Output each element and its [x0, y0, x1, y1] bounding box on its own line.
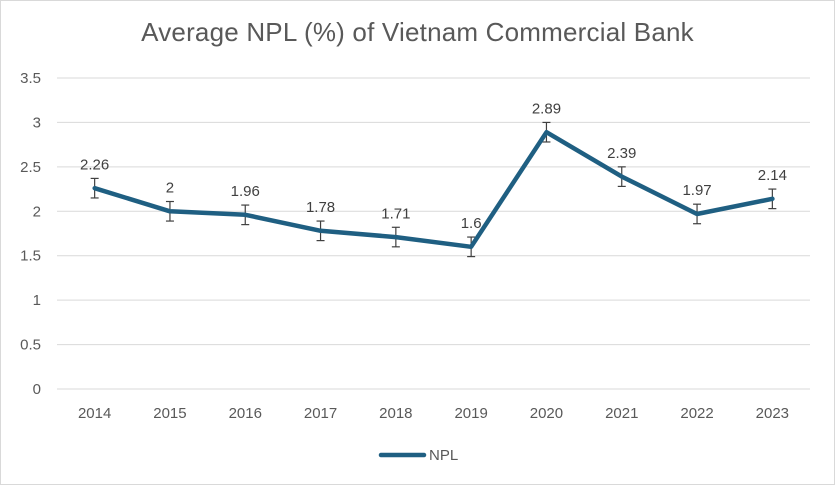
- x-tick-label-2021: 2021: [605, 405, 638, 422]
- y-tick-label-6: 3: [33, 114, 41, 131]
- series-line-npl: [92, 129, 775, 250]
- data-label-2018: 1.71: [381, 205, 410, 222]
- data-labels: 2.26 2 1.96 1.78 1.71 1.6 2.89 2.39 1.97 2.14: [80, 100, 787, 232]
- y-tick-label-4: 2: [33, 203, 41, 220]
- error-bars: [90, 121, 777, 258]
- gridlines: [57, 77, 810, 390]
- x-tick-label-2017: 2017: [304, 405, 337, 422]
- data-label-2015: 2: [166, 180, 174, 197]
- y-axis-ticks: 0 0.5 1 1.5 2 2.5 3 3.5: [20, 70, 41, 398]
- x-tick-label-2014: 2014: [78, 405, 111, 422]
- data-label-2017: 1.78: [306, 199, 335, 216]
- y-tick-label-7: 3.5: [20, 70, 41, 87]
- y-tick-label-0: 0: [33, 381, 41, 398]
- data-label-2021: 2.39: [607, 145, 636, 162]
- data-label-2016: 1.96: [231, 183, 260, 200]
- data-label-2014: 2.26: [80, 156, 109, 173]
- data-label-2019: 1.6: [461, 215, 482, 232]
- legend: NPL: [378, 447, 458, 464]
- x-axis-ticks: 2014 2015 2016 2017 2018 2019 2020 2021 2022 2023: [78, 405, 789, 422]
- x-tick-label-2018: 2018: [379, 405, 412, 422]
- x-tick-label-2019: 2019: [454, 405, 487, 422]
- x-tick-label-2015: 2015: [153, 405, 186, 422]
- x-tick-label-2023: 2023: [756, 405, 789, 422]
- y-tick-label-1: 0.5: [20, 337, 41, 354]
- data-label-2022: 1.97: [682, 182, 711, 199]
- chart-title: Average NPL (%) of Vietnam Commercial Ba…: [141, 17, 694, 47]
- x-tick-label-2016: 2016: [229, 405, 262, 422]
- x-tick-label-2022: 2022: [680, 405, 713, 422]
- y-tick-label-2: 1: [33, 292, 41, 309]
- x-tick-label-2020: 2020: [530, 405, 563, 422]
- legend-label-npl: NPL: [429, 447, 458, 464]
- data-label-2023: 2.14: [758, 167, 787, 184]
- y-tick-label-5: 2.5: [20, 159, 41, 176]
- y-tick-label-3: 1.5: [20, 248, 41, 265]
- data-label-2020: 2.89: [532, 100, 561, 117]
